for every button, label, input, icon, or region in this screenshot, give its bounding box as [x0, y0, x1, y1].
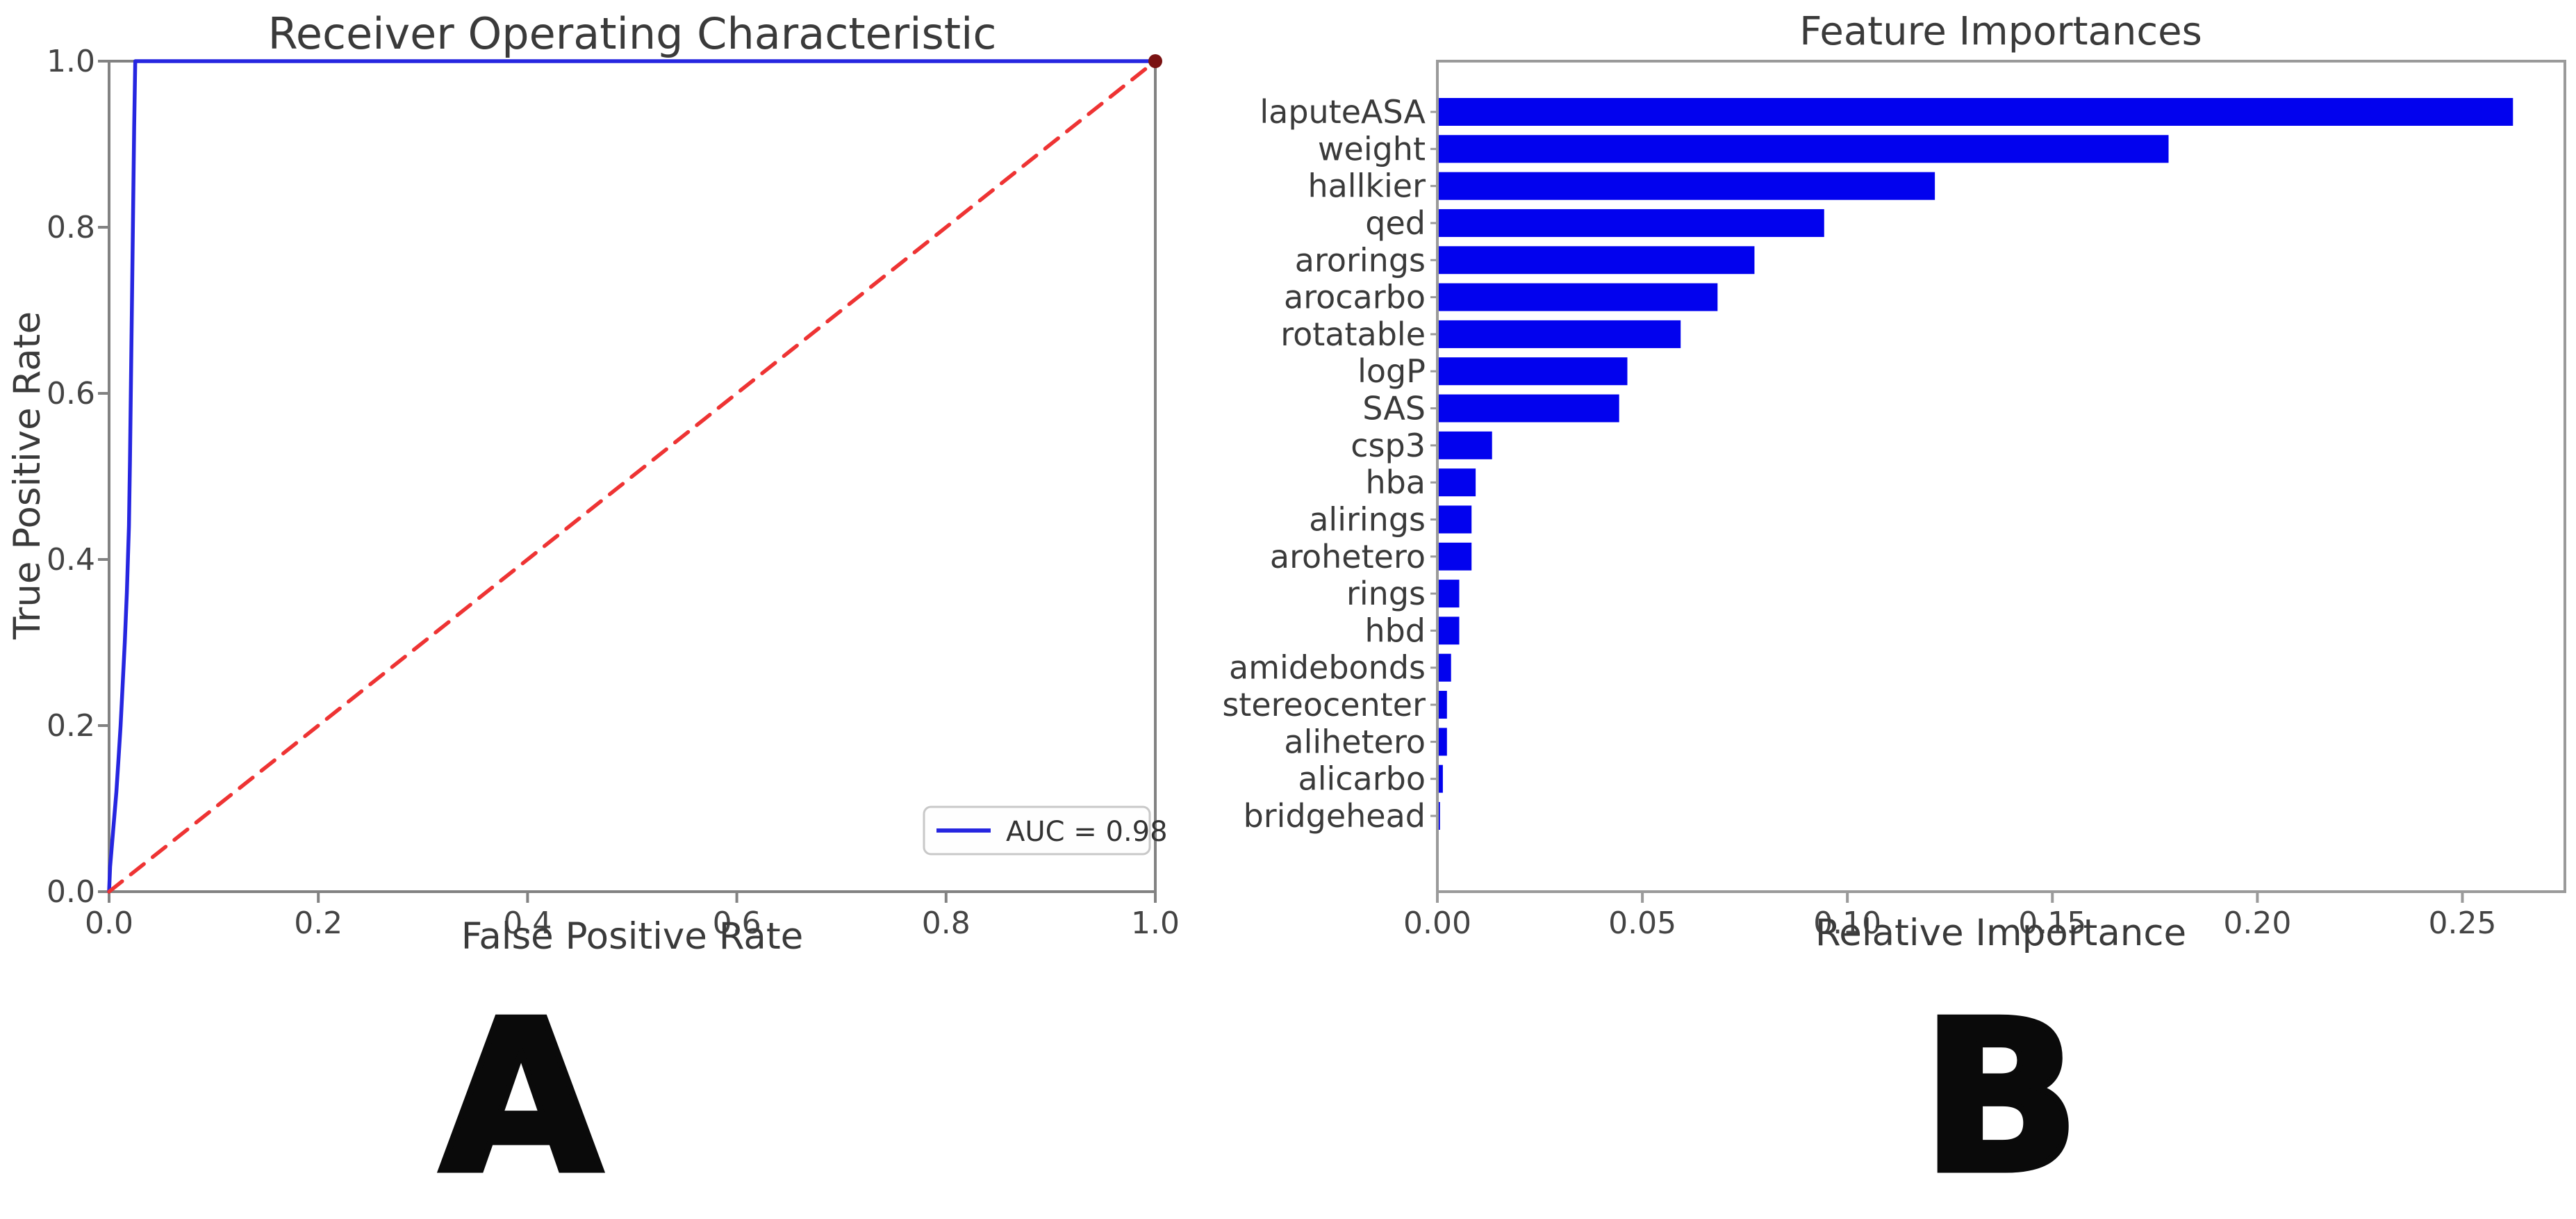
feature-bar-qed	[1439, 208, 1824, 237]
roc-x-axis-label: False Positive Rate	[461, 915, 804, 958]
feature-category-label-stereocenter: stereocenter	[1222, 686, 1426, 723]
roc-y-tick-label: 1.0	[47, 44, 95, 79]
panel-b-letter: B	[1918, 973, 2083, 1219]
feature-bar-arocarbo	[1439, 283, 1718, 311]
roc-axis-ticks: 0.0 0.2 0.4 0.6 0.8 1.0 0.0 0.2 0.4 0.6 0.8 1.0	[47, 44, 1180, 941]
roc-y-tick-label: 0.2	[47, 708, 95, 744]
feature-bar-arohetero	[1439, 542, 1472, 571]
feature-x-tick-label: 0.15	[2018, 906, 2086, 941]
feature-category-label-logP: logP	[1357, 352, 1426, 390]
roc-y-axis-label: True Positive Rate	[6, 311, 49, 640]
legend-box	[923, 805, 1151, 856]
feature-category-label-laputeASA: laputeASA	[1260, 93, 1426, 131]
feature-bar-amidebonds	[1439, 653, 1451, 682]
feature-bar-rings	[1439, 580, 1460, 608]
roc-endpoint-marker	[1148, 54, 1162, 68]
roc-series	[107, 54, 1162, 894]
feature-bar-hba	[1439, 468, 1476, 497]
feature-bar-arorings	[1439, 246, 1755, 275]
feature-bar-csp3	[1439, 431, 1492, 459]
feature-bar-alicarbo	[1439, 764, 1443, 793]
feature-x-axis-label: Relative Importance	[1815, 912, 2186, 954]
feature-bar-hbd	[1439, 616, 1460, 645]
feature-bar-bridgehead	[1439, 802, 1440, 830]
legend-label: AUC = 0.98	[1006, 816, 1168, 848]
roc-x-tick-label: 0.0	[85, 906, 133, 941]
feature-bar-alirings	[1439, 505, 1472, 534]
feature-bar-rotatable	[1439, 320, 1681, 348]
roc-x-tick-label: 0.8	[922, 906, 971, 941]
feature-category-label-alihetero: alihetero	[1284, 723, 1426, 760]
roc-x-tick-label: 0.6	[713, 906, 761, 941]
feature-x-tick-label: 0.25	[2428, 906, 2496, 941]
feature-bar-hallkier	[1439, 172, 1935, 200]
roc-curve	[107, 59, 1157, 894]
feature-bars	[1439, 98, 2513, 830]
feature-category-label-bridgehead: bridgehead	[1244, 797, 1426, 835]
feature-category-label-qed: qed	[1365, 204, 1426, 242]
feature-x-tick-label: 0.05	[1608, 906, 1676, 941]
roc-y-tick-label: 0.4	[47, 542, 95, 578]
feature-category-label-rotatable: rotatable	[1280, 316, 1426, 353]
feature-plot-area	[1436, 60, 2566, 893]
feature-category-label-hallkier: hallkier	[1307, 167, 1426, 205]
feature-importances-title: Feature Importances	[1799, 9, 2202, 54]
feature-category-label-arocarbo: arocarbo	[1284, 279, 1426, 316]
chance-diagonal	[107, 59, 1157, 894]
feature-x-tick-label: 0.10	[1813, 906, 1881, 941]
roc-panel: Receiver Operating Characteristic 0.0 0.2…	[6, 8, 1180, 958]
feature-bar-weight	[1439, 135, 2169, 163]
roc-title: Receiver Operating Characteristic	[268, 8, 997, 59]
feature-category-label-alirings: alirings	[1309, 500, 1426, 538]
feature-category-label-SAS: SAS	[1362, 390, 1426, 427]
feature-category-label-arorings: arorings	[1295, 241, 1426, 279]
feature-axis-ticks: 0.00 0.05 0.10 0.15 0.20 0.25laputeASAweighth…	[1222, 93, 2496, 941]
roc-x-tick-label: 0.4	[503, 906, 552, 941]
feature-category-label-amidebonds: amidebonds	[1229, 649, 1426, 687]
feature-category-label-arohetero: arohetero	[1270, 538, 1426, 575]
feature-bar-SAS	[1439, 394, 1619, 423]
feature-category-label-hba: hba	[1365, 464, 1426, 501]
feature-x-tick-label: 0.00	[1403, 906, 1471, 941]
feature-bar-stereocenter	[1439, 691, 1447, 719]
panel-a-letter: A	[437, 973, 604, 1219]
roc-legend: AUC = 0.98	[923, 805, 1168, 856]
feature-category-label-csp3: csp3	[1351, 427, 1426, 464]
roc-y-tick-label: 0.8	[47, 210, 95, 245]
roc-y-tick-label: 0.6	[47, 376, 95, 411]
feature-bar-laputeASA	[1439, 98, 2513, 126]
roc-x-tick-label: 1.0	[1131, 906, 1180, 941]
feature-category-label-alicarbo: alicarbo	[1298, 760, 1426, 798]
roc-x-tick-label: 0.2	[294, 906, 342, 941]
feature-category-label-rings: rings	[1346, 575, 1426, 612]
feature-x-tick-label: 0.20	[2223, 906, 2291, 941]
feature-bar-logP	[1439, 357, 1628, 386]
feature-importances-panel: Feature Importances 0.00 0.05 0.10 0.15 0.20…	[1222, 9, 2566, 954]
feature-bar-alihetero	[1439, 728, 1447, 756]
feature-category-label-weight: weight	[1318, 130, 1426, 167]
feature-category-label-hbd: hbd	[1364, 612, 1426, 649]
roc-y-tick-label: 0.0	[47, 874, 95, 910]
